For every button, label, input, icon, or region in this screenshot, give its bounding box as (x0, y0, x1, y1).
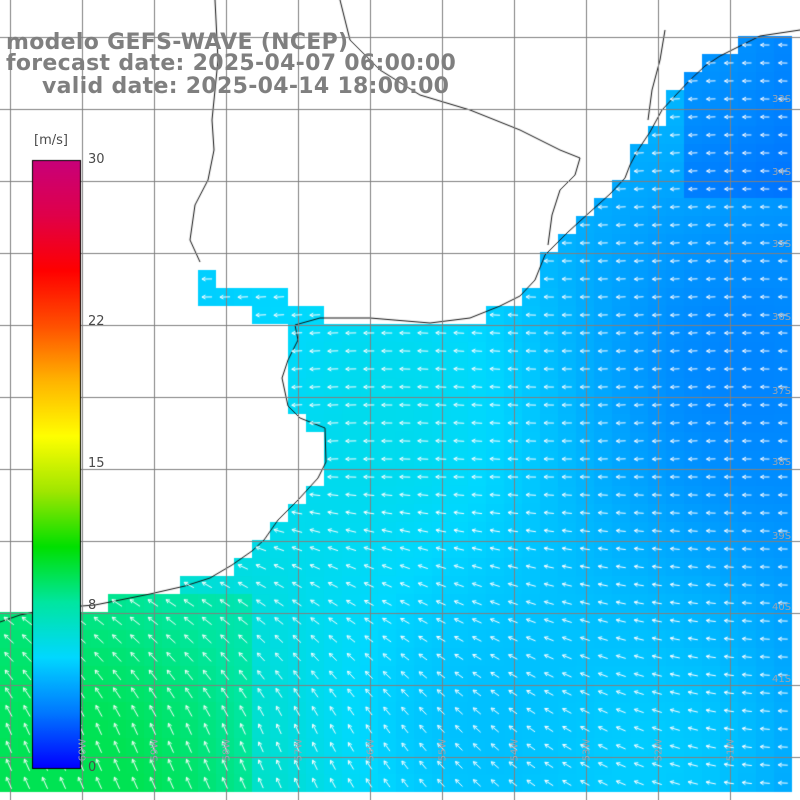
colorbar-tick-label: 22 (88, 314, 105, 330)
longitude-label: 58W (221, 738, 233, 762)
forecast-date: forecast date: 2025-04-07 06:00:00 (6, 51, 457, 76)
colorbar-unit: [m/s] (34, 133, 68, 148)
latitude-label: 40S (772, 602, 792, 613)
colorbar-tick-label: 15 (88, 456, 105, 471)
longitude-label: 53W (581, 738, 593, 762)
latitude-label: 33S (772, 94, 792, 105)
longitude-label: 60W (77, 738, 89, 762)
longitude-label: 54W (509, 738, 521, 762)
longitude-label: 57W (293, 738, 305, 762)
longitude-label: 55W (437, 738, 449, 762)
colorbar-tick-label: 8 (88, 597, 97, 613)
longitude-label: 59W (149, 738, 161, 762)
longitude-label: 52W (653, 738, 665, 762)
colorbar-tick-label: 0 (88, 760, 97, 775)
latitude-label: 38S (772, 457, 792, 468)
colorbar-tick-label: 30 (88, 152, 105, 167)
longitude-label: 51W (725, 738, 737, 762)
model-title: modelo GEFS-WAVE (NCEP) (6, 30, 349, 55)
longitude-label: 56W (365, 738, 377, 762)
latitude-label: 34S (772, 167, 792, 178)
latitude-label: 39S (772, 531, 792, 542)
latitude-label: 35S (772, 239, 792, 250)
latitude-label: 37S (772, 386, 792, 397)
latitude-label: 41S (772, 674, 792, 685)
valid-date: valid date: 2025-04-14 18:00:00 (42, 74, 450, 99)
latitude-label: 36S (772, 312, 792, 323)
